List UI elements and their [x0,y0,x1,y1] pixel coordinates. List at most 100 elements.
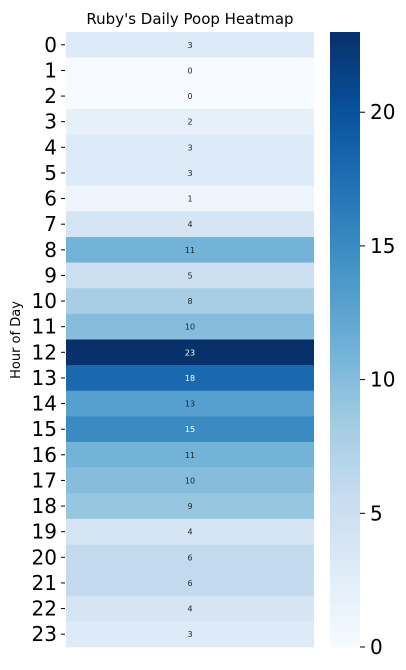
colorbar-segment [330,349,360,356]
colorbar-segment [330,626,360,633]
y-tick-label: 8 [44,238,57,262]
y-tick-label: 16 [32,443,57,467]
colorbar-segment [330,57,360,64]
colorbar-segment [330,165,360,171]
colorbar-segment [330,426,360,433]
cell-value-label: 4 [187,605,192,614]
colorbar-segment [330,67,360,74]
cell-value-label: 0 [187,66,192,75]
heatmap-cell [66,288,314,315]
colorbar-tick-label: 0 [370,635,383,659]
colorbar-segment [330,570,360,576]
colorbar-segment [330,436,360,443]
heatmap-cell [66,621,314,648]
colorbar-segment [330,108,360,115]
colorbar-segment [330,47,360,54]
colorbar-segment [330,278,360,284]
colorbar-segment [330,88,360,95]
y-tick-label: 5 [44,161,57,185]
colorbar-segment [330,565,360,571]
colorbar-segment [330,175,360,182]
cell-value-label: 11 [185,246,195,255]
colorbar-segment [330,411,360,417]
colorbar-segment [330,139,360,146]
cell-value-label: 15 [185,425,195,434]
heatmap-cell [66,134,314,161]
colorbar-segment [330,216,360,223]
heatmap-cell [66,313,314,340]
colorbar-segment [330,529,360,535]
colorbar-segment [330,237,360,243]
colorbar-segment [330,62,360,69]
colorbar-segment [330,641,360,648]
cell-value-label: 4 [187,220,192,229]
colorbar-segment [330,78,360,84]
colorbar-segment [330,221,360,228]
heatmap-cell [66,467,314,494]
colorbar-tick-label: 20 [370,100,395,124]
colorbar-segment [330,513,360,520]
y-tick-label: 21 [32,571,57,595]
colorbar-segment [330,129,360,136]
colorbar-segment [330,103,360,110]
heatmap-cell [66,211,314,238]
y-tick-label: 23 [32,622,57,646]
colorbar-segment [330,467,360,474]
colorbar-segment [330,32,360,38]
cell-value-label: 4 [187,528,192,537]
colorbar-segment [330,549,360,556]
colorbar-segment [330,539,360,546]
colorbar-segment [330,160,360,166]
colorbar-segment [330,170,360,177]
cell-value-label: 8 [187,297,192,306]
cell-value-label: 18 [185,374,195,383]
heatmap-cell [66,518,314,545]
colorbar-segment [330,621,360,628]
cell-value-label: 3 [187,143,192,152]
colorbar-segment [330,114,360,120]
cell-value-label: 5 [187,271,192,280]
colorbar-segment [330,590,360,597]
colorbar-segment [330,554,360,561]
colorbar-segment [330,493,360,499]
cell-value-label: 6 [187,579,192,588]
y-tick-label: 15 [32,417,57,441]
colorbar-segment [330,313,360,320]
cell-value-label: 3 [187,169,192,178]
colorbar-segment [330,257,360,264]
colorbar-segment [330,488,360,494]
colorbar-segment [330,334,360,341]
y-tick-label: 0 [44,33,57,57]
y-tick-label: 18 [32,494,57,518]
cell-value-label: 0 [187,92,192,101]
cell-value-label: 23 [185,348,195,357]
colorbar-segment [330,324,360,330]
heatmap-cell [66,185,314,212]
colorbar-segment [330,534,360,540]
heatmap-cell [66,339,314,366]
colorbar-segment [330,401,360,407]
colorbar-segment [330,262,360,269]
colorbar-segment [330,134,360,141]
y-tick-label: 11 [32,315,57,339]
cell-value-label: 2 [187,118,192,127]
colorbar-segment [330,272,360,279]
heatmap-cell [66,544,314,571]
colorbar-segment [330,149,360,156]
colorbar-segment [330,144,360,151]
colorbar-segment [330,416,360,423]
colorbar-segment [330,339,360,346]
colorbar-segment [330,293,360,300]
colorbar-segment [330,631,360,638]
colorbar-segment [330,247,360,253]
heatmap-cell [66,595,314,622]
colorbar-segment [330,196,360,202]
colorbar-segment [330,595,360,602]
colorbar-segment [330,206,360,212]
colorbar-segment [330,544,360,551]
colorbar-segment [330,600,360,607]
colorbar-segment [330,370,360,376]
cell-value-label: 9 [187,502,192,511]
